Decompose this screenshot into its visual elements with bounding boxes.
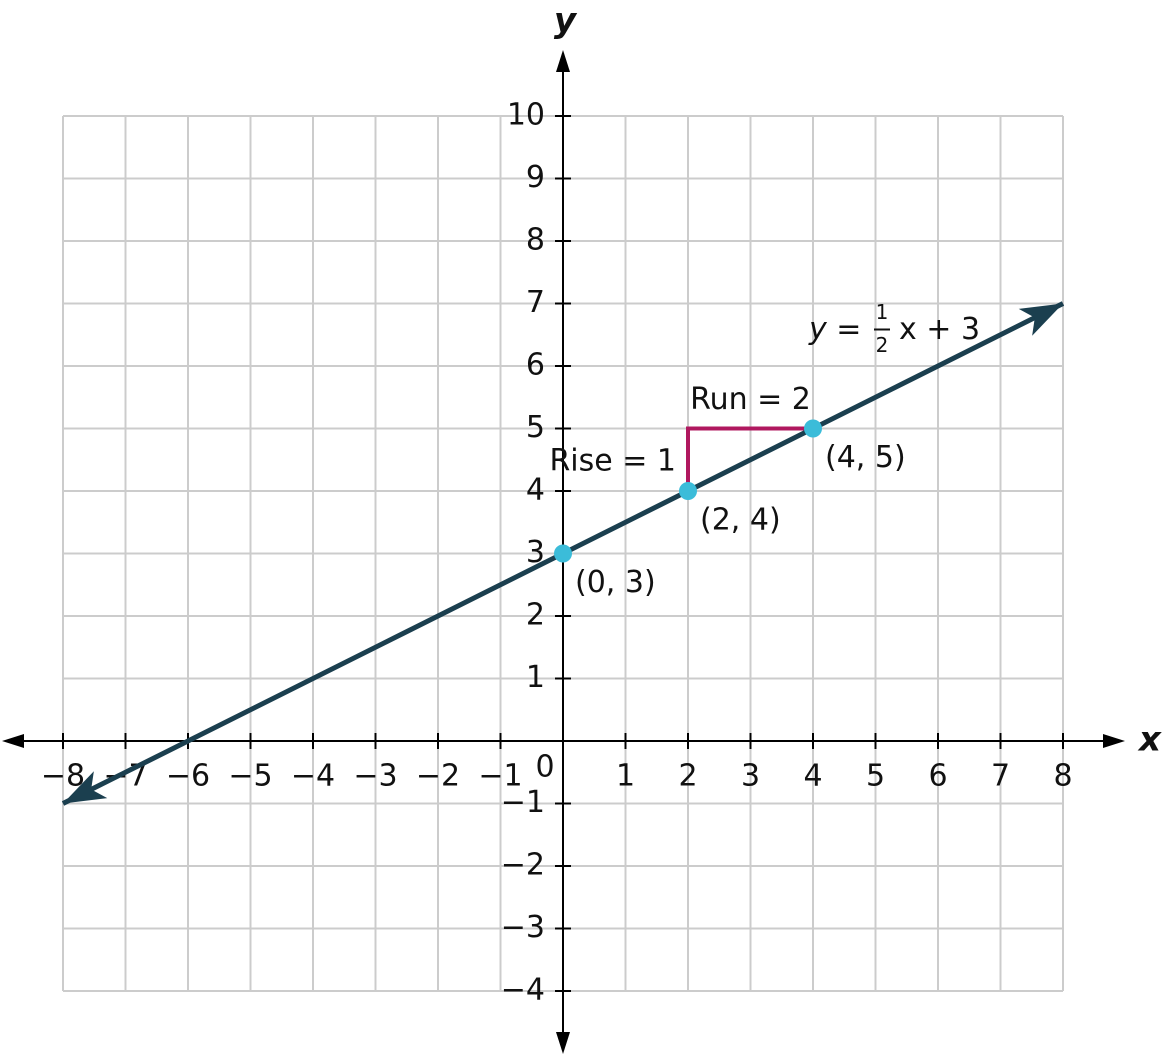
rise-label: Rise = 1 <box>549 443 676 478</box>
x-axis-arrow <box>1103 734 1125 748</box>
x-tick-label: 2 <box>678 759 697 794</box>
run-label: Run = 2 <box>690 382 811 417</box>
equation-prefix: y = <box>808 312 861 347</box>
x-tick-label: −2 <box>416 759 460 794</box>
y-tick-label: −1 <box>501 785 545 820</box>
y-tick-label: 5 <box>526 410 545 445</box>
y-tick-label: 4 <box>526 473 545 508</box>
line-arrowhead <box>63 771 108 804</box>
line-arrowhead <box>1018 303 1063 336</box>
y-axis-arrow <box>556 50 570 72</box>
x-tick-label: 8 <box>1053 759 1072 794</box>
equation-denominator: 2 <box>876 333 889 357</box>
y-tick-label: 8 <box>526 223 545 258</box>
y-tick-label: 6 <box>526 348 545 383</box>
y-tick-label: −2 <box>501 848 545 883</box>
x-tick-label: 3 <box>741 759 760 794</box>
point <box>804 419 822 438</box>
y-axis-arrow <box>556 1032 570 1054</box>
x-axis-arrow <box>2 734 24 748</box>
point <box>679 482 697 500</box>
y-tick-label: 10 <box>507 98 545 133</box>
x-tick-label: −8 <box>41 759 85 794</box>
x-tick-label: 7 <box>991 759 1010 794</box>
x-tick-label: 5 <box>866 759 885 794</box>
x-tick-label: −5 <box>228 759 272 794</box>
y-tick-label: 7 <box>526 285 545 320</box>
rise-run-path <box>686 426 813 491</box>
y-tick-label: 9 <box>526 160 545 195</box>
x-axis-label: x <box>1137 720 1162 760</box>
equation-suffix: x + 3 <box>899 312 980 347</box>
x-tick-label: 0 <box>535 750 554 785</box>
y-tick-label: −4 <box>501 973 545 1008</box>
x-tick-label: 6 <box>928 759 947 794</box>
x-tick-label: 1 <box>616 759 635 794</box>
equation-numerator: 1 <box>876 300 889 324</box>
point-label: (0, 3) <box>575 565 656 600</box>
y-tick-label: −3 <box>501 910 545 945</box>
y-tick-label: 2 <box>526 598 545 633</box>
x-tick-label: −4 <box>291 759 335 794</box>
point <box>554 544 572 563</box>
y-tick-label: 1 <box>526 660 545 695</box>
y-axis-label: y <box>554 1 578 41</box>
point-label: (4, 5) <box>825 440 906 475</box>
x-tick-label: −1 <box>478 759 522 794</box>
y-tick-label: 3 <box>526 535 545 570</box>
x-tick-label: 4 <box>803 759 822 794</box>
x-tick-label: −3 <box>353 759 397 794</box>
x-tick-label: −6 <box>166 759 210 794</box>
point-label: (2, 4) <box>700 503 781 538</box>
